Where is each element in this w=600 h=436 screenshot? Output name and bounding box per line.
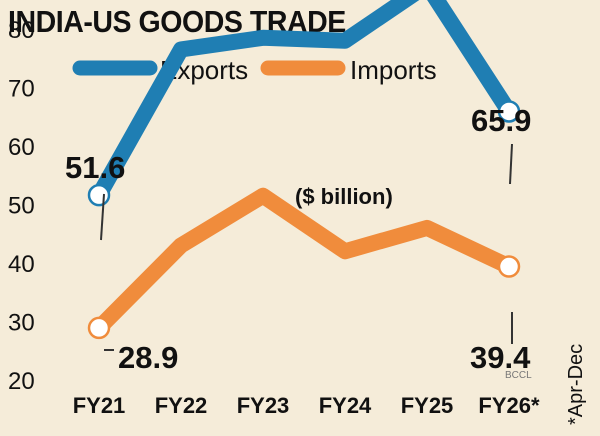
leader-line [100, 193, 105, 241]
y-axis: 2030405060708090 [8, 17, 35, 395]
data-labels: 51.6 65.9 28.9 39.4 [65, 103, 531, 375]
y-tick-label: 40 [8, 251, 35, 278]
legend: Exports Imports [72, 55, 437, 85]
legend-label-imports: Imports [350, 55, 437, 85]
data-point-imports [497, 255, 521, 278]
y-tick-label: 70 [8, 76, 35, 103]
footnote: *Apr-Dec [565, 344, 587, 425]
data-label-exports: 65.9 [471, 103, 531, 138]
extras: *Apr-Dec BCCL [505, 344, 587, 425]
y-tick-label: 50 [8, 193, 35, 220]
x-tick-label: FY22 [155, 393, 208, 418]
data-point-exports [497, 100, 521, 123]
x-tick-label: FY25 [401, 393, 454, 418]
series-group [87, 0, 521, 340]
data-label-exports: 51.6 [65, 150, 125, 185]
leader-line [509, 143, 513, 185]
y-tick-label: 30 [8, 310, 35, 337]
x-tick-label: FY23 [237, 393, 290, 418]
data-point-imports [87, 316, 111, 340]
series-line-exports [91, 0, 517, 204]
unit-label-group: ($ billion) [295, 184, 393, 209]
unit-label: ($ billion) [295, 184, 393, 209]
data-label-imports: 39.4 [470, 340, 531, 375]
y-tick-label: 20 [8, 368, 35, 395]
watermark: BCCL [505, 370, 532, 381]
x-tick-label: FY21 [73, 393, 126, 418]
y-tick-label: 60 [8, 134, 35, 161]
data-point-exports [87, 183, 111, 207]
x-axis: FY21 FY22 FY23 FY24 FY25 FY26* [73, 393, 540, 418]
y-tick-label: 80 [8, 17, 35, 44]
data-label-imports: 28.9 [118, 340, 178, 375]
series-line-imports [91, 187, 517, 336]
x-tick-label: FY26* [478, 393, 540, 418]
x-tick-label: FY24 [319, 393, 372, 418]
